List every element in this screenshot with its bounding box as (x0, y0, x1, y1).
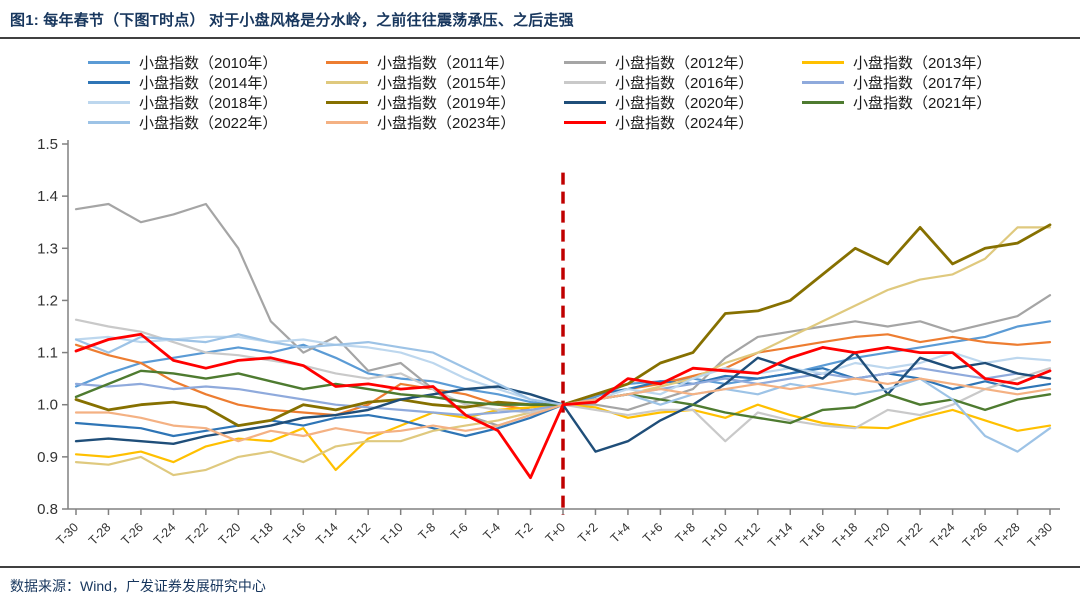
y-tick-label: 1.4 (37, 188, 58, 205)
figure-header: 图1: 每年春节（下图T时点） 对于小盘风格是分水岭，之前往往震荡承压、之后走强 (0, 0, 1080, 37)
legend-label: 小盘指数（2016年） (615, 74, 754, 92)
legend-label: 小盘指数（2014年） (139, 74, 278, 92)
x-tick-label: T-16 (281, 520, 309, 548)
legend-line-swatch (564, 60, 606, 64)
legend-label: 小盘指数（2023年） (377, 114, 516, 132)
legend-item-2022: 小盘指数（2022年） (88, 112, 326, 132)
legend-line-swatch (326, 60, 368, 64)
x-tick-label: T+10 (700, 520, 730, 550)
legend-line-swatch (564, 80, 606, 84)
x-tick-label: T+8 (673, 520, 698, 545)
y-tick-label: 1.1 (37, 345, 58, 362)
legend-label: 小盘指数（2018年） (139, 94, 278, 112)
legend-item-2016: 小盘指数（2016年） (564, 72, 802, 92)
x-tick-label: T+2 (575, 520, 600, 545)
legend-label: 小盘指数（2019年） (377, 94, 516, 112)
legend-line-swatch (564, 100, 606, 104)
x-tick-label: T-6 (448, 520, 471, 543)
series-line-2024 (74, 332, 1052, 480)
legend-item-2014: 小盘指数（2014年） (88, 72, 326, 92)
legend-line-swatch (802, 60, 844, 64)
x-tick-label: T-20 (216, 520, 244, 548)
legend-item-2019: 小盘指数（2019年） (326, 92, 564, 112)
legend-item-2024: 小盘指数（2024年） (564, 112, 802, 132)
legend-line-swatch (564, 120, 606, 124)
x-tick-label: T-22 (183, 520, 211, 548)
x-tick-label: T-24 (151, 520, 179, 548)
chart-legend: 小盘指数（2010年） 小盘指数（2011年） 小盘指数（2012年） 小盘指数… (88, 52, 1080, 132)
y-tick-label: 0.8 (37, 501, 58, 518)
y-tick-label: 0.9 (37, 449, 58, 466)
legend-label: 小盘指数（2011年） (377, 54, 515, 72)
legend-item-2011: 小盘指数（2011年） (326, 52, 564, 72)
legend-item-2013: 小盘指数（2013年） (802, 52, 1040, 72)
legend-label: 小盘指数（2015年） (377, 74, 516, 92)
x-tick-label: T+24 (927, 520, 957, 550)
x-tick-label: T-4 (481, 520, 504, 543)
legend-item-2010: 小盘指数（2010年） (88, 52, 326, 72)
legend-line-swatch (88, 80, 130, 84)
x-tick-label: T+12 (733, 520, 763, 550)
footer-divider (0, 566, 1080, 568)
legend-line-swatch (326, 120, 368, 124)
x-tick-label: T-2 (513, 520, 536, 543)
legend-line-swatch (88, 120, 130, 124)
legend-label: 小盘指数（2010年） (139, 54, 278, 72)
x-tick-label: T-18 (248, 520, 276, 548)
legend-item-2017: 小盘指数（2017年） (802, 72, 1040, 92)
legend-item-2012: 小盘指数（2012年） (564, 52, 802, 72)
x-tick-label: T-10 (378, 520, 406, 548)
legend-line-swatch (802, 80, 844, 84)
x-tick-label: T+22 (895, 520, 925, 550)
legend-label: 小盘指数（2024年） (615, 114, 754, 132)
legend-label: 小盘指数（2013年） (853, 54, 992, 72)
legend-line-swatch (326, 80, 368, 84)
x-tick-label: T-28 (86, 520, 114, 548)
y-tick-label: 1.3 (37, 240, 58, 257)
x-tick-label: T+28 (992, 520, 1022, 550)
legend-item-2021: 小盘指数（2021年） (802, 92, 1040, 112)
x-tick-label: T+30 (1025, 520, 1055, 550)
legend-item-2018: 小盘指数（2018年） (88, 92, 326, 112)
legend-label: 小盘指数（2022年） (139, 114, 278, 132)
y-tick-label: 1.0 (37, 397, 58, 414)
x-tick-label: T+0 (543, 520, 568, 545)
figure-title: 图1: 每年春节（下图T时点） 对于小盘风格是分水岭，之前往往震荡承压、之后走强 (10, 12, 574, 29)
x-tick-label: T+6 (640, 520, 665, 545)
legend-item-2023: 小盘指数（2023年） (326, 112, 564, 132)
x-tick-label: T-30 (54, 520, 82, 548)
legend-label: 小盘指数（2021年） (853, 94, 992, 112)
legend-label: 小盘指数（2017年） (853, 74, 992, 92)
legend-label: 小盘指数（2012年） (615, 54, 754, 72)
legend-line-swatch (326, 100, 368, 104)
x-tick-label: T-26 (118, 520, 146, 548)
chart-canvas: 0.8 0.9 1.0 1.1 1.2 1.3 1.4 1.5 T-30 T-28 T-26 T-24… (37, 136, 1060, 551)
header-divider (0, 37, 1080, 39)
legend-item-2015: 小盘指数（2015年） (326, 72, 564, 92)
x-tick-label: T+18 (830, 520, 860, 550)
x-tick-label: T+4 (608, 520, 633, 545)
x-tick-label: T-12 (346, 520, 374, 548)
y-tick-label: 1.2 (37, 292, 58, 309)
source-note: 数据来源：Wind，广发证券发展研究中心 (10, 578, 266, 594)
y-tick-label: 1.5 (37, 136, 58, 153)
legend-line-swatch (802, 100, 844, 104)
legend-line-swatch (88, 60, 130, 64)
legend-label: 小盘指数（2020年） (615, 94, 754, 112)
x-tick-label: T+16 (798, 520, 828, 550)
legend-item-2020: 小盘指数（2020年） (564, 92, 802, 112)
chart-area: 0.8 0.9 1.0 1.1 1.2 1.3 1.4 1.5 T-30 T-28 T-26 T-24… (0, 134, 1080, 562)
x-tick-label: T-14 (313, 520, 341, 548)
x-tick-label: T+26 (960, 520, 990, 550)
x-tick-label: T-8 (416, 520, 439, 543)
x-tick-label: T+20 (862, 520, 892, 550)
legend-line-swatch (88, 100, 130, 104)
x-tick-label: T+14 (765, 520, 795, 550)
